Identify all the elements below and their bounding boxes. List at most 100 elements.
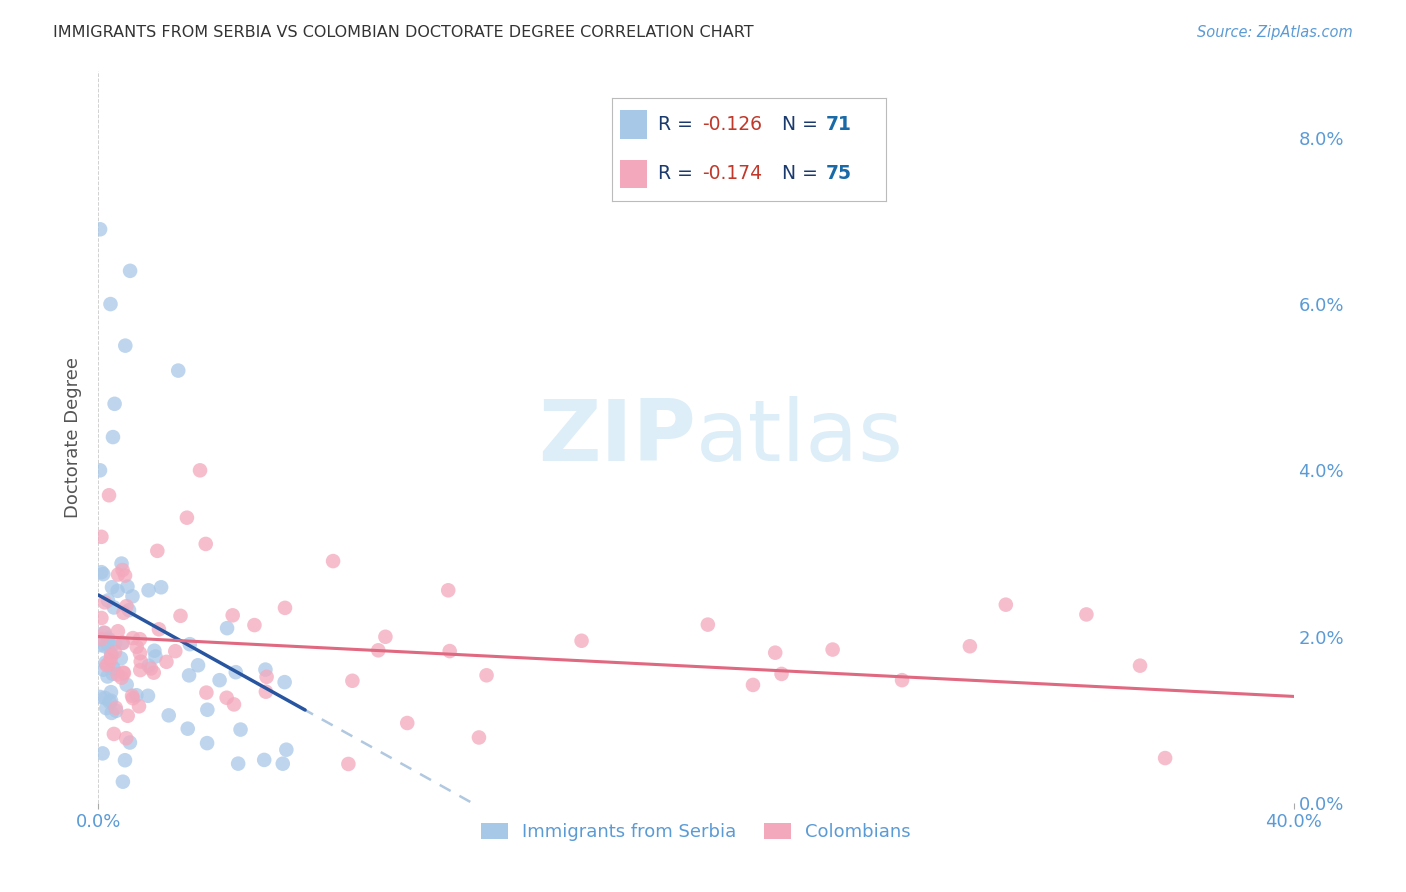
Point xyxy=(115,678,138,692)
Y-axis label: Doctorate Degree: Doctorate Degree xyxy=(63,357,82,517)
Point xyxy=(195,736,218,750)
Text: atlas: atlas xyxy=(696,395,904,479)
Point xyxy=(763,646,786,660)
Point xyxy=(97,633,120,648)
Point xyxy=(229,723,252,737)
Point xyxy=(150,580,173,594)
Point xyxy=(1154,751,1177,765)
Point xyxy=(90,530,112,544)
Point xyxy=(169,608,191,623)
Point xyxy=(115,731,138,746)
Point xyxy=(96,669,118,683)
Point xyxy=(222,698,245,712)
Point xyxy=(90,632,112,647)
Point xyxy=(129,655,152,669)
Bar xyxy=(620,111,647,139)
Point xyxy=(111,636,134,650)
Point xyxy=(129,632,152,647)
Point xyxy=(90,565,112,579)
Point xyxy=(105,704,128,718)
Point xyxy=(121,689,143,703)
Point xyxy=(136,689,159,703)
Point xyxy=(97,638,120,652)
Point xyxy=(177,722,200,736)
Point xyxy=(959,639,981,653)
Point xyxy=(475,668,498,682)
Point xyxy=(104,701,127,715)
Point xyxy=(439,644,461,658)
Point xyxy=(107,624,129,639)
Point xyxy=(101,430,124,444)
Point xyxy=(118,603,141,617)
Point xyxy=(256,670,278,684)
Point xyxy=(104,397,127,411)
Point xyxy=(367,643,389,657)
Point xyxy=(157,708,180,723)
Point xyxy=(243,618,266,632)
Point xyxy=(101,580,124,594)
Point xyxy=(100,653,122,667)
Point xyxy=(103,600,125,615)
Point xyxy=(177,668,200,682)
Text: 71: 71 xyxy=(825,115,852,134)
Point xyxy=(103,661,125,675)
Point xyxy=(179,637,201,651)
Point xyxy=(101,661,124,675)
Point xyxy=(110,671,132,685)
Point xyxy=(112,606,135,620)
Point xyxy=(148,623,170,637)
Point xyxy=(115,599,138,614)
Point xyxy=(97,657,120,672)
Point xyxy=(112,666,135,681)
Point xyxy=(89,463,111,477)
Point xyxy=(129,663,152,677)
Text: 75: 75 xyxy=(825,164,852,183)
Point xyxy=(155,655,177,669)
Point xyxy=(94,640,117,654)
Legend: Immigrants from Serbia, Colombians: Immigrants from Serbia, Colombians xyxy=(474,816,918,848)
Point xyxy=(342,673,364,688)
Point xyxy=(89,690,111,704)
Point xyxy=(114,568,136,582)
Point xyxy=(100,694,122,708)
Point xyxy=(696,617,718,632)
Point xyxy=(93,625,115,640)
Point xyxy=(468,731,491,745)
Point xyxy=(274,600,297,615)
Point xyxy=(117,580,139,594)
Point xyxy=(254,663,277,677)
Point xyxy=(89,638,111,652)
Point xyxy=(374,630,396,644)
Point xyxy=(273,675,295,690)
Point xyxy=(111,636,134,650)
Point xyxy=(98,695,121,709)
Point xyxy=(1076,607,1098,622)
Point xyxy=(117,708,139,723)
Point xyxy=(100,297,122,311)
Point xyxy=(122,691,145,706)
Point xyxy=(96,658,118,673)
Point xyxy=(221,608,243,623)
Text: -0.174: -0.174 xyxy=(702,164,762,183)
Point xyxy=(114,753,136,767)
Point xyxy=(139,661,162,675)
Point xyxy=(91,567,114,582)
Point xyxy=(104,645,127,659)
Point xyxy=(101,666,124,681)
Point xyxy=(215,690,238,705)
Point xyxy=(98,488,121,502)
Point xyxy=(121,590,143,604)
Point xyxy=(217,621,239,635)
Point xyxy=(994,598,1017,612)
Point xyxy=(194,537,217,551)
Text: N =: N = xyxy=(782,115,824,134)
Point xyxy=(396,716,419,731)
Point xyxy=(195,703,218,717)
Point xyxy=(254,684,277,698)
Point xyxy=(125,688,148,702)
Point xyxy=(138,583,160,598)
Point xyxy=(208,673,231,688)
Bar xyxy=(620,160,647,188)
Point xyxy=(129,646,152,660)
Point xyxy=(337,756,360,771)
